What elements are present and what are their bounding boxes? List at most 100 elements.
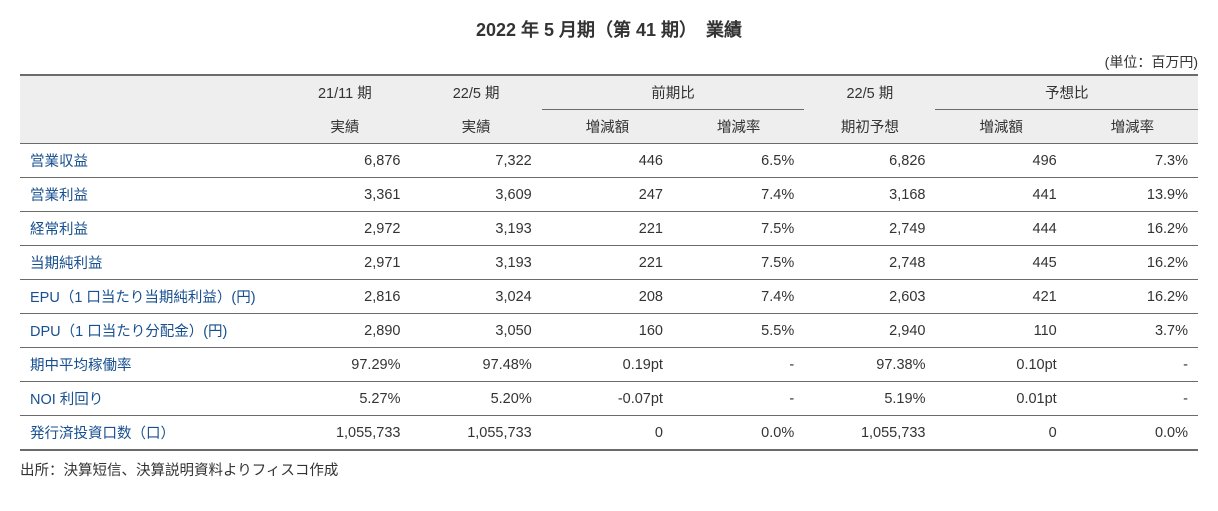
- header-prev-actual: 21/11 期: [279, 75, 410, 110]
- row-value: 2,748: [804, 246, 935, 280]
- header-change-amount-1: 増減額: [542, 110, 673, 144]
- row-value: 7.5%: [673, 212, 804, 246]
- row-value: 3,050: [410, 314, 541, 348]
- row-value: 13.9%: [1067, 178, 1198, 212]
- row-value: -: [673, 348, 804, 382]
- row-value: 7.4%: [673, 280, 804, 314]
- unit-label: (単位：百万円): [20, 52, 1198, 72]
- row-value: 247: [542, 178, 673, 212]
- row-value: 496: [935, 144, 1066, 178]
- row-value: 446: [542, 144, 673, 178]
- row-value: 16.2%: [1067, 280, 1198, 314]
- row-value: 444: [935, 212, 1066, 246]
- table-row: 経常利益2,9723,1932217.5%2,74944416.2%: [20, 212, 1198, 246]
- row-value: 1,055,733: [804, 416, 935, 451]
- row-value: 97.29%: [279, 348, 410, 382]
- row-label: 営業収益: [20, 144, 279, 178]
- row-value: 0.01pt: [935, 382, 1066, 416]
- row-value: 1,055,733: [410, 416, 541, 451]
- table-row: NOI 利回り5.27%5.20%-0.07pt-5.19%0.01pt-: [20, 382, 1198, 416]
- row-label: DPU（1 口当たり分配金）(円): [20, 314, 279, 348]
- row-value: 3,024: [410, 280, 541, 314]
- row-value: 1,055,733: [279, 416, 410, 451]
- table-row: 営業利益3,3613,6092477.4%3,16844113.9%: [20, 178, 1198, 212]
- table-body: 営業収益6,8767,3224466.5%6,8264967.3%営業利益3,3…: [20, 144, 1198, 451]
- row-value: 0: [542, 416, 673, 451]
- row-value: 2,972: [279, 212, 410, 246]
- table-row: EPU（1 口当たり当期純利益）(円)2,8163,0242087.4%2,60…: [20, 280, 1198, 314]
- row-value: 3,609: [410, 178, 541, 212]
- header-forecast: 22/5 期: [804, 75, 935, 110]
- header-change-rate-2: 増減率: [1067, 110, 1198, 144]
- row-value: 2,816: [279, 280, 410, 314]
- row-value: 97.48%: [410, 348, 541, 382]
- performance-table: 21/11 期 22/5 期 前期比 22/5 期 予想比 実績 実績 増減額 …: [20, 74, 1198, 451]
- header-vs-prev: 前期比: [542, 75, 805, 110]
- row-value: 221: [542, 212, 673, 246]
- table-row: 営業収益6,8767,3224466.5%6,8264967.3%: [20, 144, 1198, 178]
- row-label: 発行済投資口数（口）: [20, 416, 279, 451]
- row-value: 16.2%: [1067, 246, 1198, 280]
- row-value: 3.7%: [1067, 314, 1198, 348]
- row-value: 3,193: [410, 246, 541, 280]
- row-value: 2,940: [804, 314, 935, 348]
- row-label: 期中平均稼働率: [20, 348, 279, 382]
- row-value: 421: [935, 280, 1066, 314]
- source-note: 出所：決算短信、決算説明資料よりフィスコ作成: [20, 459, 1198, 480]
- row-value: 2,890: [279, 314, 410, 348]
- row-value: -: [1067, 382, 1198, 416]
- header-change-rate-1: 増減率: [673, 110, 804, 144]
- table-row: 当期純利益2,9713,1932217.5%2,74844516.2%: [20, 246, 1198, 280]
- row-value: 5.27%: [279, 382, 410, 416]
- row-label: 経常利益: [20, 212, 279, 246]
- row-value: 2,971: [279, 246, 410, 280]
- header-blank: [20, 75, 279, 110]
- row-value: -: [673, 382, 804, 416]
- row-value: 6,826: [804, 144, 935, 178]
- header-actual-2: 実績: [410, 110, 541, 144]
- table-header: 21/11 期 22/5 期 前期比 22/5 期 予想比 実績 実績 増減額 …: [20, 75, 1198, 144]
- row-label: NOI 利回り: [20, 382, 279, 416]
- row-value: -: [1067, 348, 1198, 382]
- row-value: 7.5%: [673, 246, 804, 280]
- header-actual-1: 実績: [279, 110, 410, 144]
- row-label: EPU（1 口当たり当期純利益）(円): [20, 280, 279, 314]
- table-row: 期中平均稼働率97.29%97.48%0.19pt-97.38%0.10pt-: [20, 348, 1198, 382]
- header-curr-actual: 22/5 期: [410, 75, 541, 110]
- row-value: 0.0%: [1067, 416, 1198, 451]
- row-value: 0.0%: [673, 416, 804, 451]
- row-value: 5.19%: [804, 382, 935, 416]
- row-label: 営業利益: [20, 178, 279, 212]
- row-value: 6.5%: [673, 144, 804, 178]
- row-value: 3,193: [410, 212, 541, 246]
- row-value: 208: [542, 280, 673, 314]
- row-value: 441: [935, 178, 1066, 212]
- row-value: 5.20%: [410, 382, 541, 416]
- row-value: 5.5%: [673, 314, 804, 348]
- header-blank2: [20, 110, 279, 144]
- row-value: 2,749: [804, 212, 935, 246]
- table-row: 発行済投資口数（口）1,055,7331,055,73300.0%1,055,7…: [20, 416, 1198, 451]
- row-value: 3,361: [279, 178, 410, 212]
- table-row: DPU（1 口当たり分配金）(円)2,8903,0501605.5%2,9401…: [20, 314, 1198, 348]
- row-value: 445: [935, 246, 1066, 280]
- row-value: 6,876: [279, 144, 410, 178]
- row-value: -0.07pt: [542, 382, 673, 416]
- row-value: 160: [542, 314, 673, 348]
- row-label: 当期純利益: [20, 246, 279, 280]
- row-value: 97.38%: [804, 348, 935, 382]
- row-value: 221: [542, 246, 673, 280]
- header-vs-forecast: 予想比: [935, 75, 1198, 110]
- row-value: 7,322: [410, 144, 541, 178]
- row-value: 7.4%: [673, 178, 804, 212]
- page-title: 2022 年 5 月期（第 41 期） 業績: [20, 16, 1198, 42]
- row-value: 7.3%: [1067, 144, 1198, 178]
- header-change-amount-2: 増減額: [935, 110, 1066, 144]
- row-value: 0.19pt: [542, 348, 673, 382]
- row-value: 0.10pt: [935, 348, 1066, 382]
- row-value: 0: [935, 416, 1066, 451]
- header-initial-forecast: 期初予想: [804, 110, 935, 144]
- row-value: 110: [935, 314, 1066, 348]
- row-value: 16.2%: [1067, 212, 1198, 246]
- row-value: 2,603: [804, 280, 935, 314]
